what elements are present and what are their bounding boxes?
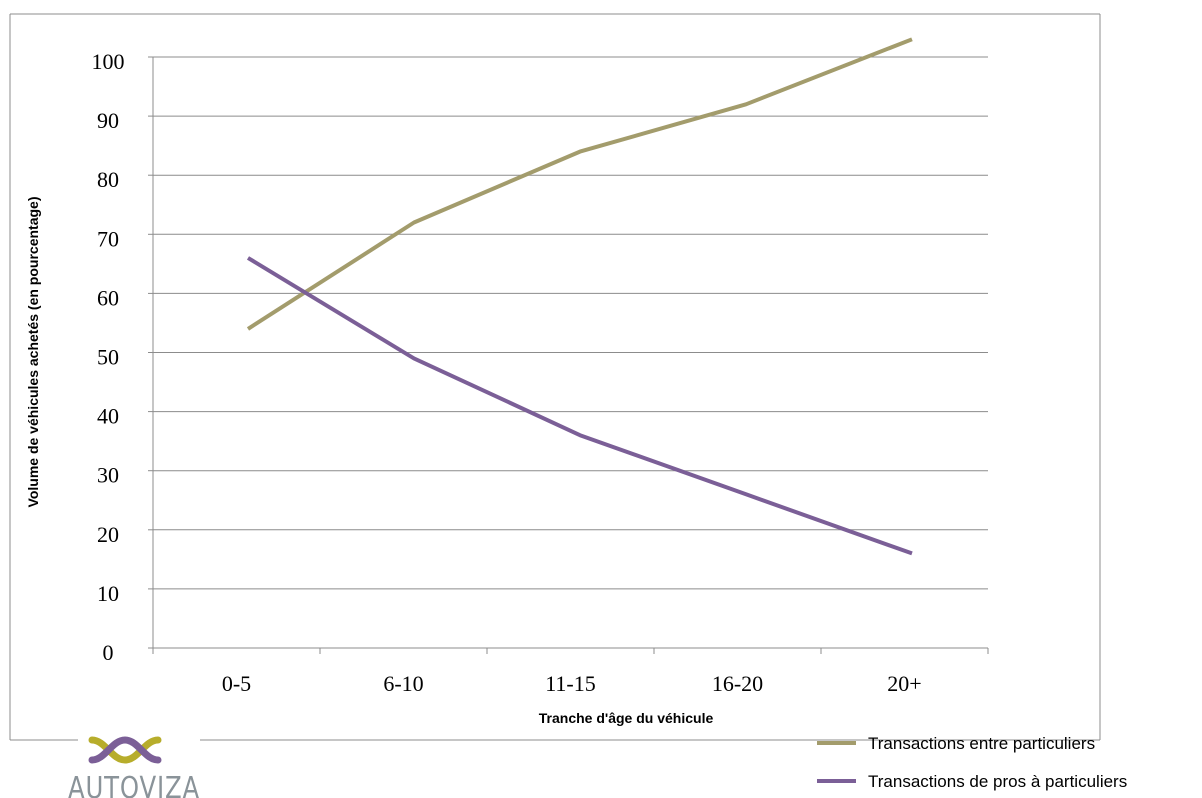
y-tick-label: 60 [97,285,119,310]
x-tick-label: 6-10 [383,671,423,696]
chart-frame [9,13,1101,741]
y-tick-label: 30 [97,463,119,488]
logo-mark-icon [88,736,162,764]
legend-label: Transactions entre particuliers [868,734,1095,753]
grid-lines [153,56,988,590]
x-axis-title: Tranche d'âge du véhicule [539,710,714,726]
y-axis-title: Volume de véhicules achetés (en pourcent… [25,197,41,508]
y-tick-label: 50 [97,345,119,370]
axes [148,56,989,654]
x-tick-label: 16-20 [712,671,763,696]
y-tick-label: 20 [97,522,119,547]
autoviza-logo: AUTOVIZA [68,736,200,798]
x-tick-label: 20+ [887,671,921,696]
series-lines [246,37,913,556]
x-tick-label: 0-5 [222,671,251,696]
series-line-2 [246,256,913,556]
y-tick-label: 100 [92,49,125,74]
y-tick-labels: 0 10 20 30 40 50 60 70 80 90 100 [92,49,125,665]
y-tick-label: 80 [97,167,119,192]
y-tick-label: 10 [97,581,119,606]
legend-label: Transactions de pros à particuliers [868,772,1127,791]
y-tick-label: 70 [97,226,119,251]
y-tick-label: 0 [103,640,114,665]
y-tick-label: 90 [97,108,119,133]
logo-text: AUTOVIZA [68,771,200,798]
x-tick-label: 11-15 [545,671,596,696]
x-tick-labels: 0-5 6-10 11-15 16-20 20+ [222,671,922,696]
legend: Transactions entre particuliers Transacti… [817,734,1127,791]
series-line-1 [246,37,913,331]
y-tick-label: 40 [97,404,119,429]
